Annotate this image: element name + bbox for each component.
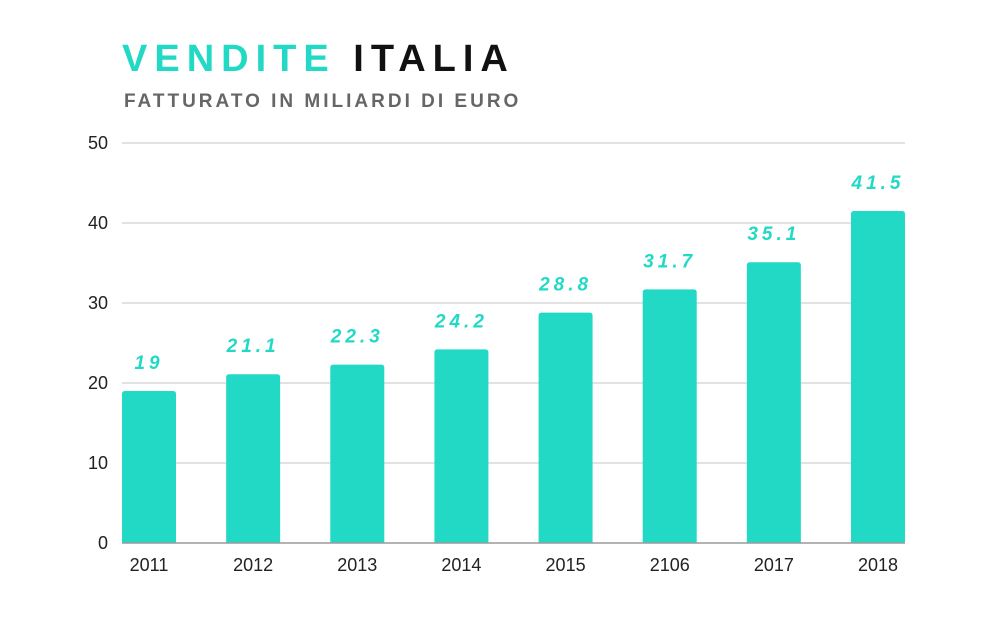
chart-title: VENDITE ITALIA	[122, 36, 515, 82]
y-axis-ticks: 0 10 20 30 40 50	[88, 133, 108, 553]
x-tick-label: 2015	[546, 555, 586, 575]
data-label: 24.2	[434, 311, 488, 332]
data-label: 22.3	[330, 327, 384, 348]
bar-2012	[226, 374, 281, 543]
bar-2018	[851, 211, 905, 543]
bar-2015	[538, 312, 593, 543]
x-tick-label: 2011	[130, 555, 169, 575]
bar-2017	[746, 262, 801, 543]
bar-2014	[434, 349, 489, 543]
bar-2013	[330, 364, 385, 543]
x-tick-label: 2017	[754, 555, 794, 575]
bar-2011	[122, 391, 176, 543]
y-tick-label: 10	[88, 453, 108, 473]
x-axis-ticks: 2011 2012 2013 2014 2015 2106 2017 2018	[130, 555, 898, 575]
y-tick-label: 40	[88, 213, 108, 233]
x-tick-label: 2012	[233, 555, 273, 575]
x-tick-label: 2014	[441, 555, 481, 575]
bars	[122, 211, 905, 543]
data-label: 31.7	[643, 251, 696, 272]
x-tick-label: 2106	[650, 555, 690, 575]
chart-title-main: ITALIA	[353, 38, 515, 80]
x-tick-label: 2013	[337, 555, 377, 575]
data-label: 19	[134, 353, 163, 374]
data-label: 28.8	[538, 275, 592, 296]
data-label: 21.1	[226, 336, 280, 357]
chart-subtitle: FATTURATO IN MILIARDI DI EURO	[124, 91, 522, 112]
y-tick-label: 0	[98, 533, 108, 553]
data-label: 41.5	[851, 173, 905, 194]
y-tick-label: 30	[88, 293, 108, 313]
data-label: 35.1	[747, 224, 800, 245]
x-tick-label: 2018	[858, 555, 898, 575]
bar-2106	[642, 289, 697, 543]
y-tick-label: 50	[88, 133, 108, 153]
data-labels: 19 21.1 22.3 24.2 28.8 31.7 35.1 41.5	[134, 173, 905, 374]
y-tick-label: 20	[88, 373, 108, 393]
chart-title-accent: VENDITE	[122, 38, 336, 80]
